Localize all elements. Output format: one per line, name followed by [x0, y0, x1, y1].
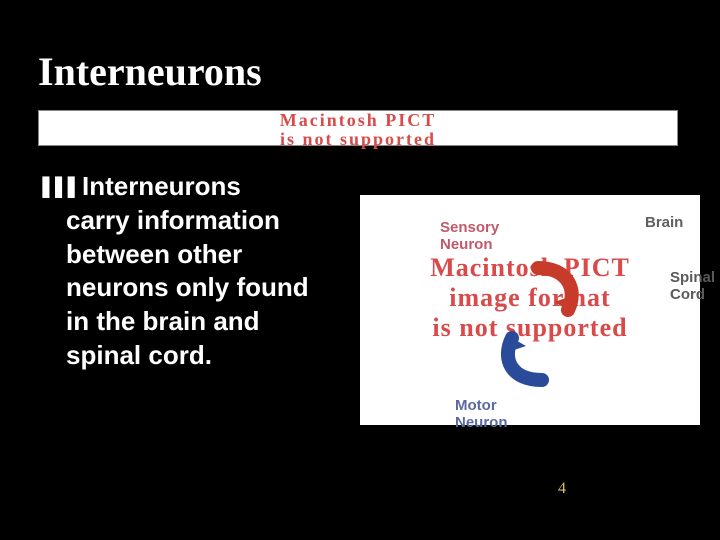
label-brain: Brain: [645, 215, 683, 232]
error-bar-top: Macintosh PICT is not supported: [38, 110, 678, 146]
label-motor-neuron: MotorNeuron: [455, 398, 508, 431]
error-bar-line2: is not supported: [280, 129, 436, 149]
diagram-error-l1: Macintosh PICT: [430, 253, 630, 282]
diagram-error-text: Macintosh PICT image format is not suppo…: [370, 253, 690, 343]
diagram-error-l2: image format: [449, 283, 610, 312]
diagram-error-l3: is not supported: [432, 313, 627, 342]
bullet-rest: carry information between other neurons …: [38, 204, 338, 373]
error-bar-line1: Macintosh PICT: [280, 110, 437, 130]
error-bar-text: Macintosh PICT is not supported: [39, 111, 677, 149]
page-number: 4: [558, 480, 566, 498]
bullet-head: Interneurons: [82, 171, 241, 201]
label-spinal-cord: SpinalCord: [670, 270, 715, 303]
slide-title: Interneurons: [38, 48, 262, 95]
label-sensory-neuron: SensoryNeuron: [440, 220, 499, 253]
bullet-icon: ❚❚❚: [38, 170, 76, 204]
body-bullet: ❚❚❚Interneurons carry information betwee…: [38, 170, 338, 373]
